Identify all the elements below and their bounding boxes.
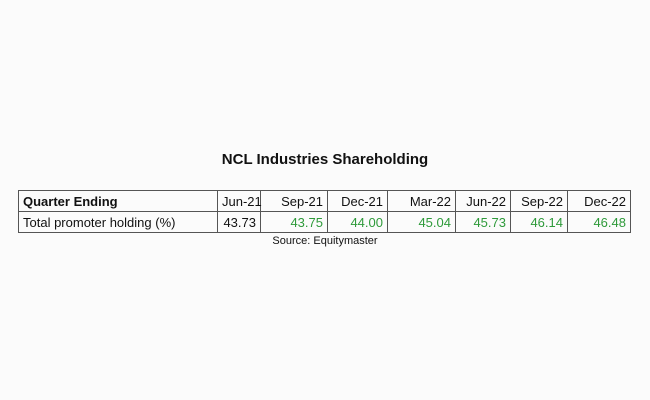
cell-value: 43.75 — [260, 211, 328, 233]
source-note: Source: Equitymaster — [272, 235, 378, 247]
cell-value: 46.48 — [567, 211, 631, 233]
column-header: Jun-22 — [455, 190, 511, 212]
column-header: Dec-22 — [567, 190, 631, 212]
cell-value: 45.04 — [387, 211, 456, 233]
cell-value: 45.73 — [455, 211, 511, 233]
column-header: Sep-22 — [510, 190, 568, 212]
row-header-label: Quarter Ending — [18, 190, 218, 212]
column-header: Sep-21 — [260, 190, 328, 212]
header-row: Quarter Ending Jun-21 Sep-21 Dec-21 Mar-22 Ju… — [18, 190, 631, 212]
table-body: Total promoter holding (%) 43.73 43.75 44.0… — [18, 211, 631, 233]
column-header: Jun-21 — [217, 190, 262, 212]
column-header: Mar-22 — [387, 190, 456, 212]
cell-value: 44.00 — [327, 211, 388, 233]
table-title: NCL Industries Shareholding — [221, 151, 429, 168]
column-header: Dec-21 — [327, 190, 388, 212]
cell-value: 46.14 — [510, 211, 568, 233]
row-label: Total promoter holding (%) — [18, 211, 218, 233]
cell-value: 43.73 — [217, 211, 261, 233]
shareholding-table: Quarter Ending Jun-21 Sep-21 Dec-21 Mar-22 Ju… — [18, 190, 631, 233]
table-row: Total promoter holding (%) 43.73 43.75 44.0… — [18, 211, 631, 233]
